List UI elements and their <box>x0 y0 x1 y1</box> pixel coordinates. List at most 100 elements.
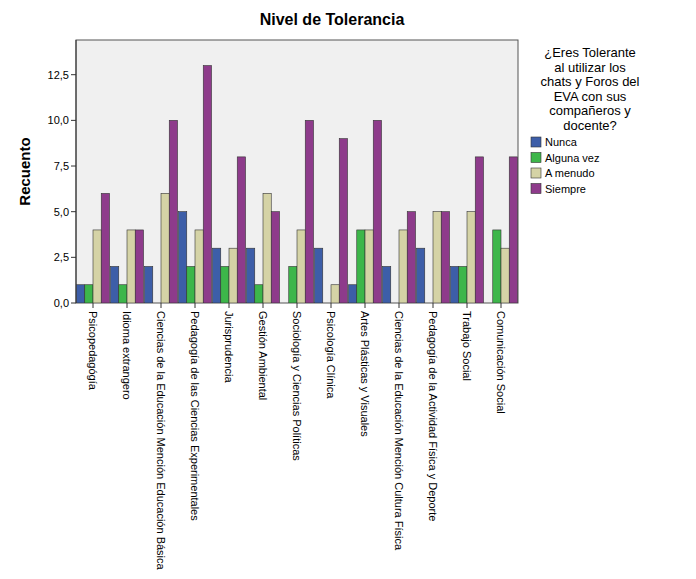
bar <box>451 266 459 303</box>
y-tick <box>71 303 76 304</box>
x-tick-label-line: Idioma extrangero <box>121 311 133 400</box>
x-tick <box>195 303 196 308</box>
x-tick-label-line: Sociología y Ciencias Políticas <box>291 311 303 461</box>
bar <box>169 120 177 303</box>
bar <box>77 285 85 303</box>
bar <box>433 212 441 303</box>
x-tick <box>93 303 94 308</box>
bar <box>339 139 347 303</box>
bar <box>101 193 109 303</box>
legend-swatch <box>531 153 541 163</box>
legend-title-line: ¿Eres Tolerante <box>544 45 636 60</box>
bar <box>221 266 229 303</box>
bar <box>297 230 305 303</box>
bar <box>145 266 153 303</box>
x-tick <box>127 303 128 308</box>
y-axis-line <box>76 40 77 303</box>
bar <box>195 230 203 303</box>
bar <box>119 285 127 303</box>
x-tick-label: Pedagogía de la Actividad Física y Depor… <box>427 311 439 521</box>
x-tick-label-line: Ciencias de la Educación Mención Educaci… <box>155 311 167 571</box>
x-tick-label: Jurisprudencia <box>223 311 235 383</box>
x-tick-label: Ciencias de la Educación Mención Cultura… <box>393 311 405 551</box>
bar <box>459 266 467 303</box>
bar <box>365 230 373 303</box>
x-tick-label-line: Artes Plásticas y Visuales <box>359 311 371 437</box>
x-tick-label: Sociología y Ciencias Políticas <box>291 311 303 461</box>
bar <box>135 230 143 303</box>
bar <box>501 248 509 303</box>
legend-label: A menudo <box>545 167 595 179</box>
plot-area <box>76 40 518 303</box>
x-tick-label-line: Psicopedagógía <box>87 311 99 391</box>
legend-title: ¿Eres Toleranteal utilizar loschats y Fo… <box>541 45 640 133</box>
legend-title-line: chats y Foros del <box>541 74 640 89</box>
y-tick-label: 0,0 <box>54 297 69 309</box>
x-tick <box>161 303 162 308</box>
x-tick-label: Idioma extrangero <box>121 311 133 400</box>
x-tick-label-line: Psicología Clínica <box>325 311 337 399</box>
legend-swatch <box>531 168 541 178</box>
bar <box>161 193 169 303</box>
y-tick <box>71 211 76 212</box>
x-tick <box>467 303 468 308</box>
x-tick-label: Artes Plásticas y Visuales <box>359 311 371 437</box>
bar <box>315 248 323 303</box>
x-tick-label: Psicopedagógía <box>87 311 99 391</box>
bar <box>187 266 195 303</box>
bar <box>281 303 289 304</box>
legend-label: Siempre <box>545 183 586 195</box>
bar <box>493 230 501 303</box>
x-tick <box>331 303 332 308</box>
title: Nivel de Tolerancia <box>260 11 405 28</box>
chart: Nivel de ToleranciaRecuento0,02,55,07,51… <box>0 0 696 579</box>
bar <box>417 248 425 303</box>
legend-title-line: EVA con sus <box>554 89 627 104</box>
y-tick <box>71 257 76 258</box>
x-tick-label-line: Comunicación Social <box>495 311 507 414</box>
legend-title-line: compañeros y <box>549 103 631 118</box>
bar <box>203 66 211 303</box>
bar <box>229 248 237 303</box>
x-tick <box>297 303 298 308</box>
bar <box>85 285 93 303</box>
bar <box>93 230 101 303</box>
x-tick-label-line: Gestión Ambiental <box>257 311 269 400</box>
bar <box>509 157 517 303</box>
bar <box>305 120 313 303</box>
bar <box>383 266 391 303</box>
legend-label: Alguna vez <box>545 152 599 164</box>
x-tick-label: Ciencias de la Educación Mención Educaci… <box>155 311 167 571</box>
x-tick <box>433 303 434 308</box>
bar <box>407 212 415 303</box>
x-tick-label-line: Pedagogía de las Ciencias Experimentales <box>189 311 201 521</box>
y-tick-label: 10,0 <box>48 114 69 126</box>
bar <box>475 157 483 303</box>
bar <box>323 303 331 304</box>
legend-swatch <box>531 137 541 147</box>
bar <box>331 285 339 303</box>
bar <box>127 230 135 303</box>
legend-label: Nunca <box>545 136 578 148</box>
bar <box>289 266 297 303</box>
bar <box>179 212 187 303</box>
x-tick-label-line: Jurisprudencia <box>223 311 235 383</box>
bar <box>237 157 245 303</box>
bar <box>399 230 407 303</box>
bar <box>255 285 263 303</box>
y-tick-label: 5,0 <box>54 206 69 218</box>
y-tick <box>71 166 76 167</box>
x-tick-label: Trabajo Social <box>461 311 473 381</box>
legend-swatch <box>531 184 541 194</box>
x-tick-label: Comunicación Social <box>495 311 507 414</box>
x-tick-label-line: Ciencias de la Educación Mención Cultura… <box>393 311 405 551</box>
bar <box>111 266 119 303</box>
x-tick-label: Gestión Ambiental <box>257 311 269 400</box>
bar <box>357 230 365 303</box>
bar <box>271 212 279 303</box>
bar <box>153 303 161 304</box>
x-tick-label: Psicología Clínica <box>325 311 337 399</box>
y-tick-label: 12,5 <box>48 69 69 81</box>
x-tick <box>365 303 366 308</box>
bar <box>247 248 255 303</box>
